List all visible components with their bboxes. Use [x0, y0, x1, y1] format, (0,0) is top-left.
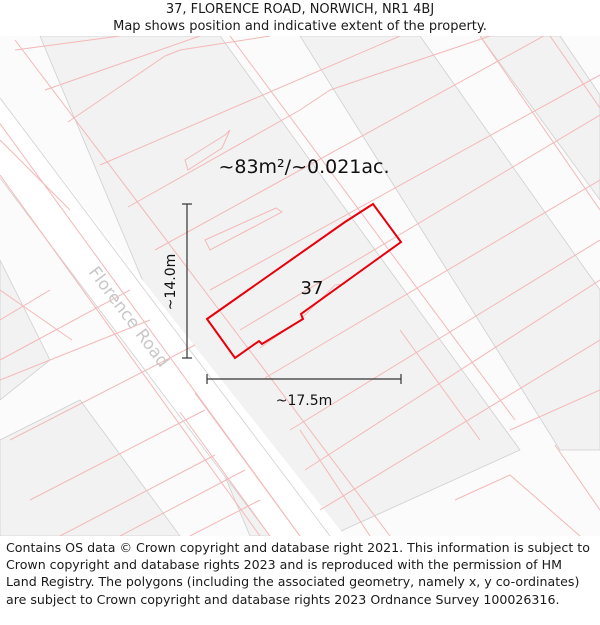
height-dimension-line	[182, 203, 192, 359]
building-footprints	[0, 36, 600, 536]
property-outline[interactable]	[205, 202, 403, 360]
width-dimension-label: ~17.5m	[276, 393, 333, 409]
property-map[interactable]: Florence Road ~83m²/~0.021ac. 37 ~14.0m …	[0, 36, 600, 536]
plot-number-label: 37	[301, 278, 324, 299]
map-header: 37, FLORENCE ROAD, NORWICH, NR1 4BJ Map …	[0, 0, 600, 37]
height-dimension-label: ~14.0m	[163, 254, 179, 311]
property-address-title: 37, FLORENCE ROAD, NORWICH, NR1 4BJ	[165, 2, 435, 17]
copyright-notice: Contains OS data © Crown copyright and d…	[6, 540, 590, 607]
area-label: ~83m²/~0.021ac.	[218, 156, 389, 178]
parcel-boundaries	[0, 36, 600, 536]
width-dimension-line	[206, 374, 402, 384]
map-subtitle: Map shows position and indicative extent…	[113, 19, 487, 34]
